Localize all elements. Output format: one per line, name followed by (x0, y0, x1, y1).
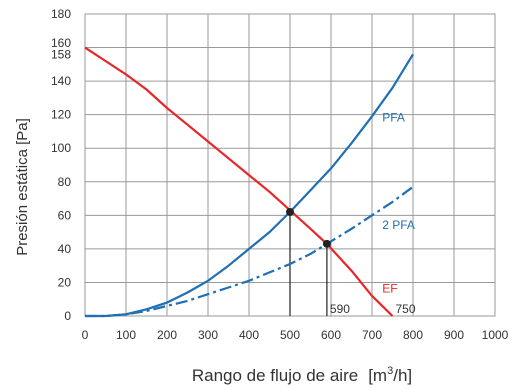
x-tick-label: 100 (116, 328, 136, 342)
y-tick-label: 140 (51, 74, 71, 88)
x-axis-unit-tail: /h] (393, 366, 412, 385)
intersection-points (286, 207, 331, 248)
x-tick-label: 1000 (482, 328, 509, 342)
y-tick-label: 160 (51, 36, 71, 50)
y-tick-label: 100 (51, 141, 71, 155)
x-axis-unit-base: [m (368, 366, 387, 385)
x-tick-label: 400 (239, 328, 259, 342)
series-labels: EF PFA 2 PFA (382, 110, 415, 295)
x-tick-label: 500 (280, 328, 300, 342)
series-line (85, 53, 414, 318)
y-tick-label: 180 (51, 7, 71, 21)
marker-label: 590 (330, 302, 350, 316)
y-tick-label: 120 (51, 108, 71, 122)
y-axis-title: Presión estática [Pa] (14, 118, 31, 256)
x-tick-label: 200 (157, 328, 177, 342)
intersection-point (322, 239, 331, 248)
x-ticks: 0 100 200 300 400 500 600 700 800 900 1000 (82, 328, 509, 342)
series-line (85, 185, 414, 318)
y-tick-label: 80 (58, 175, 72, 189)
x-axis-title: Rango de flujo de aire [m3/h] (192, 365, 412, 385)
y-tick-label: 20 (58, 275, 72, 289)
series-label: EF (382, 282, 397, 296)
series-lines (84, 46, 414, 318)
series-label: 2 PFA (382, 218, 415, 232)
x-axis-title-text: Rango de flujo de aire (192, 366, 358, 385)
marker-lines: 590 750 (289, 210, 416, 316)
marker-label: 750 (396, 302, 416, 316)
x-tick-label: 600 (321, 328, 341, 342)
series-line (84, 46, 394, 317)
x-axis-unit-sup: 3 (387, 365, 393, 377)
y-tick-label: 0 (64, 309, 71, 323)
intersection-point (286, 207, 294, 216)
y-tick-label: 60 (58, 208, 72, 222)
x-tick-label: 800 (403, 328, 423, 342)
x-tick-label: 0 (82, 328, 89, 342)
y-tick-label: 158 (51, 47, 71, 61)
x-tick-label: 700 (362, 328, 382, 342)
series-label: PFA (382, 110, 405, 124)
y-tick-label: 40 (58, 242, 72, 256)
x-tick-label: 900 (444, 328, 464, 342)
x-tick-label: 300 (198, 328, 218, 342)
